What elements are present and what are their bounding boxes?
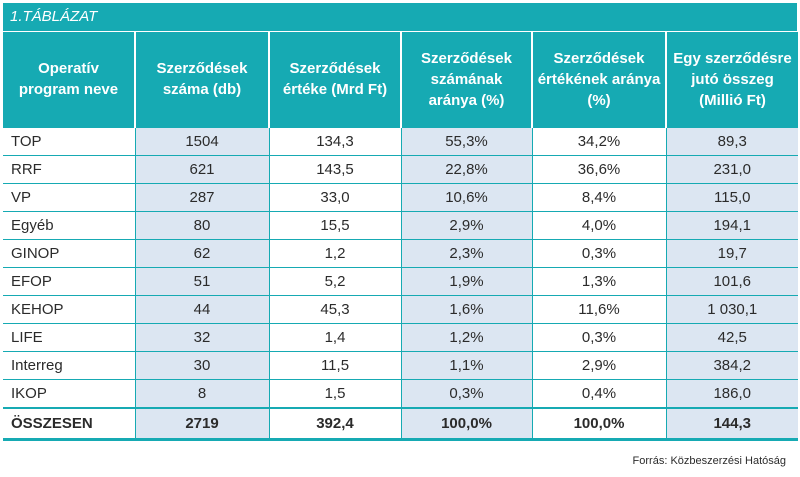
source-note: Forrás: Közbeszerzési Hatóság [632,455,786,467]
column-header-contract-count: Szerződések száma (db) [134,32,269,127]
table-cell: 36,6% [531,155,666,184]
table-cell: 11,6% [531,295,666,324]
table-cell: 101,6 [665,267,798,296]
table-cell: 1,2% [400,323,532,352]
table-cell: 89,3 [665,126,798,156]
table-cell: 621 [134,155,269,184]
table-cell: 0,3% [531,239,666,268]
table-cell: 4,0% [531,211,666,240]
program-name-cell: EFOP [3,267,135,296]
header-row: Operatív program neve Szerződések száma … [3,32,798,127]
table-cell: 2,9% [400,211,532,240]
column-header-count-share: Szerződések számának aránya (%) [400,32,532,127]
total-cell: 100,0% [400,407,532,441]
table-row: TOP 1504 134,3 55,3% 34,2% 89,3 [3,126,798,156]
table-cell: 80 [134,211,269,240]
table-cell: 2,3% [400,239,532,268]
table-cell: 8,4% [531,183,666,212]
column-header-value-share: Szerződések értékének aránya (%) [531,32,666,127]
table-cell: 384,2 [665,351,798,380]
table-cell: 186,0 [665,379,798,409]
table-cell: 1,6% [400,295,532,324]
table-cell: 1 030,1 [665,295,798,324]
table-cell: 231,0 [665,155,798,184]
table-cell: 11,5 [268,351,401,380]
column-header-contract-value: Szerződések értéke (Mrd Ft) [268,32,401,127]
table-cell: 62 [134,239,269,268]
table-row: EFOP 51 5,2 1,9% 1,3% 101,6 [3,267,798,296]
total-row: ÖSSZESEN 2719 392,4 100,0% 100,0% 144,3 [3,407,798,441]
table-cell: 22,8% [400,155,532,184]
contracts-table: Operatív program neve Szerződések száma … [3,32,798,441]
table-cell: 5,2 [268,267,401,296]
table-cell: 34,2% [531,126,666,156]
total-cell: 2719 [134,407,269,441]
table-cell: 1,5 [268,379,401,409]
program-name-cell: IKOP [3,379,135,409]
table-cell: 194,1 [665,211,798,240]
table-cell: 1,2 [268,239,401,268]
table-cell: 1,1% [400,351,532,380]
total-cell: 100,0% [531,407,666,441]
program-name-cell: VP [3,183,135,212]
table-row: Interreg 30 11,5 1,1% 2,9% 384,2 [3,351,798,380]
table-cell: 8 [134,379,269,409]
program-name-cell: Interreg [3,351,135,380]
table-cell: 32 [134,323,269,352]
table-cell: 2,9% [531,351,666,380]
table-cell: 30 [134,351,269,380]
table-row: IKOP 8 1,5 0,3% 0,4% 186,0 [3,379,798,409]
table-cell: 45,3 [268,295,401,324]
table-row: KEHOP 44 45,3 1,6% 11,6% 1 030,1 [3,295,798,324]
table-cell: 55,3% [400,126,532,156]
program-name-cell: Egyéb [3,211,135,240]
total-label: ÖSSZESEN [3,407,135,441]
table-caption: 1.TÁBLÁZAT [3,3,797,31]
table-cell: 42,5 [665,323,798,352]
program-name-cell: GINOP [3,239,135,268]
table-cell: 0,3% [531,323,666,352]
table-cell: 0,3% [400,379,532,409]
table-row: VP 287 33,0 10,6% 8,4% 115,0 [3,183,798,212]
table-cell: 19,7 [665,239,798,268]
total-cell: 144,3 [665,407,798,441]
table-cell: 1504 [134,126,269,156]
table-cell: 1,4 [268,323,401,352]
table-cell: 134,3 [268,126,401,156]
total-cell: 392,4 [268,407,401,441]
table-cell: 15,5 [268,211,401,240]
table-cell: 10,6% [400,183,532,212]
table-row: GINOP 62 1,2 2,3% 0,3% 19,7 [3,239,798,268]
table-cell: 143,5 [268,155,401,184]
table-body: TOP 1504 134,3 55,3% 34,2% 89,3 RRF 621 143,5 22,… [3,126,798,441]
program-name-cell: RRF [3,155,135,184]
program-name-cell: TOP [3,126,135,156]
table-row: Egyéb 80 15,5 2,9% 4,0% 194,1 [3,211,798,240]
table-row: LIFE 32 1,4 1,2% 0,3% 42,5 [3,323,798,352]
column-header-amount-per-contract: Egy szerződésre jutó összeg (Millió Ft) [665,32,798,127]
program-name-cell: KEHOP [3,295,135,324]
table-cell: 1,9% [400,267,532,296]
table-cell: 44 [134,295,269,324]
column-header-program: Operatív program neve [3,32,135,127]
table-cell: 287 [134,183,269,212]
table-cell: 51 [134,267,269,296]
table-cell: 115,0 [665,183,798,212]
table-cell: 1,3% [531,267,666,296]
table-cell: 33,0 [268,183,401,212]
program-name-cell: LIFE [3,323,135,352]
table-row: RRF 621 143,5 22,8% 36,6% 231,0 [3,155,798,184]
table-cell: 0,4% [531,379,666,409]
